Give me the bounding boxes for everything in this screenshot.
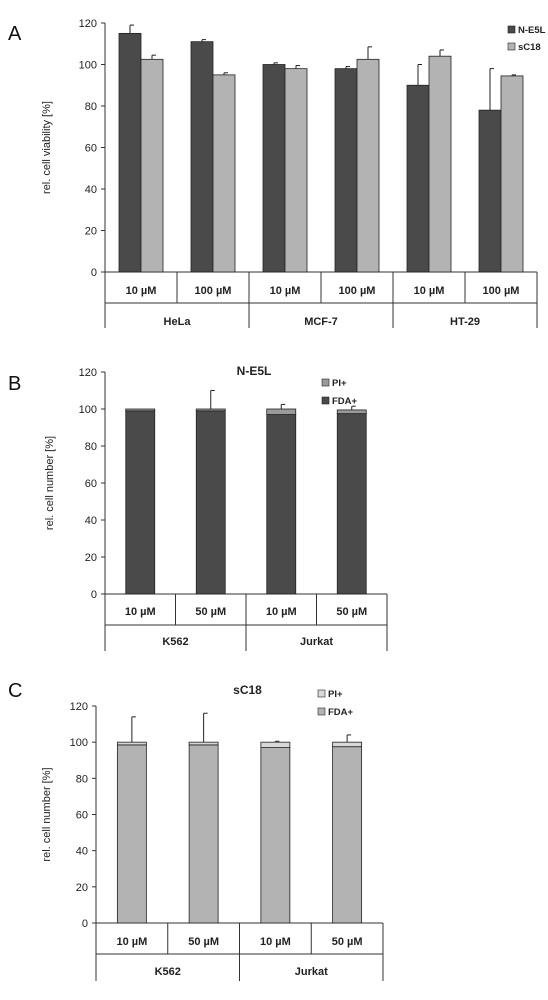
group-label: MCF-7 [304,316,338,328]
bar-n-e5l [478,109,502,273]
y-tick-label: 20 [85,226,97,238]
bar-segment-fda-pos [260,747,291,924]
chart-title: N-E5L [237,364,272,378]
legend-label: PI+ [328,689,343,700]
panel-b: B N-E5L 0 20 40 60 80 100 120 rel. cell number [%… [8,364,388,651]
group-label: Jurkat [295,966,328,978]
panel-a: A 0 20 40 60 80 100 120 rel. cell viability [%] 1… [8,18,546,328]
y-tick-label: 0 [82,918,88,930]
x-tick-label: 10 µM [266,606,297,618]
bar-sc18 [500,75,524,273]
group-label: K562 [162,636,188,648]
bar-sc18 [356,58,380,273]
x-tick-label: 100 µM [483,285,520,297]
legend-label: FDA+ [328,707,354,718]
y-tick-label: 20 [85,552,97,564]
y-tick-label: 60 [76,810,88,822]
legend-swatch [317,707,326,716]
bar-segment-fda-pos [195,410,226,595]
bar-segment-fda-pos [116,744,147,924]
x-tick-label: 10 µM [125,606,156,618]
y-tick-label: 120 [79,367,97,379]
legend-label: FDA+ [332,396,358,407]
y-tick-label: 80 [85,101,97,113]
x-tick-label: 10 µM [126,285,157,297]
bar-n-e5l [190,41,214,273]
y-tick-label: 80 [85,441,97,453]
chart-title: sC18 [233,683,262,697]
group-label: Jurkat [300,636,333,648]
bar-sc18 [212,74,236,273]
x-tick-label: 10 µM [414,285,445,297]
bar-segment-pi-pos [260,741,291,748]
bar-segment-fda-pos [332,746,363,924]
bar-segment-pi-pos [266,408,297,415]
y-tick-label: 20 [76,882,88,894]
y-tick-label: 40 [85,515,97,527]
bar-segment-pi-pos [125,408,156,412]
y-tick-label: 100 [79,60,97,72]
panel-label: A [8,23,22,45]
bar-sc18 [140,58,164,273]
panel-label: C [8,680,22,702]
x-tick-label: 100 µM [339,285,376,297]
legend-label: N-E5L [518,25,546,36]
bar-segment-fda-pos [125,410,156,595]
x-tick-label: 10 µM [116,936,147,948]
legend-label: sC18 [518,42,541,53]
y-tick-label: 0 [91,267,97,279]
panel-label: B [8,373,21,395]
group-label: HeLa [164,316,192,328]
y-tick-label: 100 [70,737,88,749]
bar-segment-fda-pos [188,744,219,924]
y-axis-label: rel. cell viability [%] [41,101,53,194]
x-tick-label: 10 µM [260,936,291,948]
legend-swatch [321,396,330,405]
bar-n-e5l [406,84,430,273]
y-tick-label: 120 [79,18,97,30]
x-tick-label: 10 µM [270,285,301,297]
y-tick-label: 80 [76,773,88,785]
x-tick-label: 50 µM [195,606,226,618]
y-tick-label: 100 [79,404,97,416]
bar-segment-pi-pos [188,741,219,746]
y-tick-label: 60 [85,143,97,155]
legend-swatch [507,25,516,34]
bar-sc18 [428,55,452,273]
legend-swatch [317,689,326,698]
bar-sc18 [284,68,308,273]
y-axis-label: rel. cell number [%] [41,767,53,861]
bar-segment-pi-pos [116,741,147,746]
bar-segment-pi-pos [195,408,226,412]
y-tick-label: 0 [91,589,97,601]
x-tick-label: 50 µM [336,606,367,618]
legend-swatch [321,378,330,387]
legend-label: PI+ [332,378,347,389]
y-axis-label: rel. cell number [%] [44,436,56,530]
y-tick-label: 40 [85,184,97,196]
bar-segment-pi-pos [332,741,363,748]
y-tick-label: 40 [76,846,88,858]
bar-n-e5l [118,32,142,273]
bar-segment-pi-pos [336,409,367,415]
x-tick-label: 50 µM [188,936,219,948]
legend-swatch [507,42,516,51]
y-tick-label: 60 [85,478,97,490]
x-tick-label: 100 µM [195,285,232,297]
bar-n-e5l [334,68,358,273]
group-label: HT-29 [450,316,480,328]
bar-segment-fda-pos [266,414,297,595]
bar-segment-fda-pos [336,413,367,595]
y-tick-label: 120 [70,701,88,713]
x-tick-label: 50 µM [332,936,363,948]
group-label: K562 [155,966,181,978]
bar-n-e5l [262,64,286,273]
